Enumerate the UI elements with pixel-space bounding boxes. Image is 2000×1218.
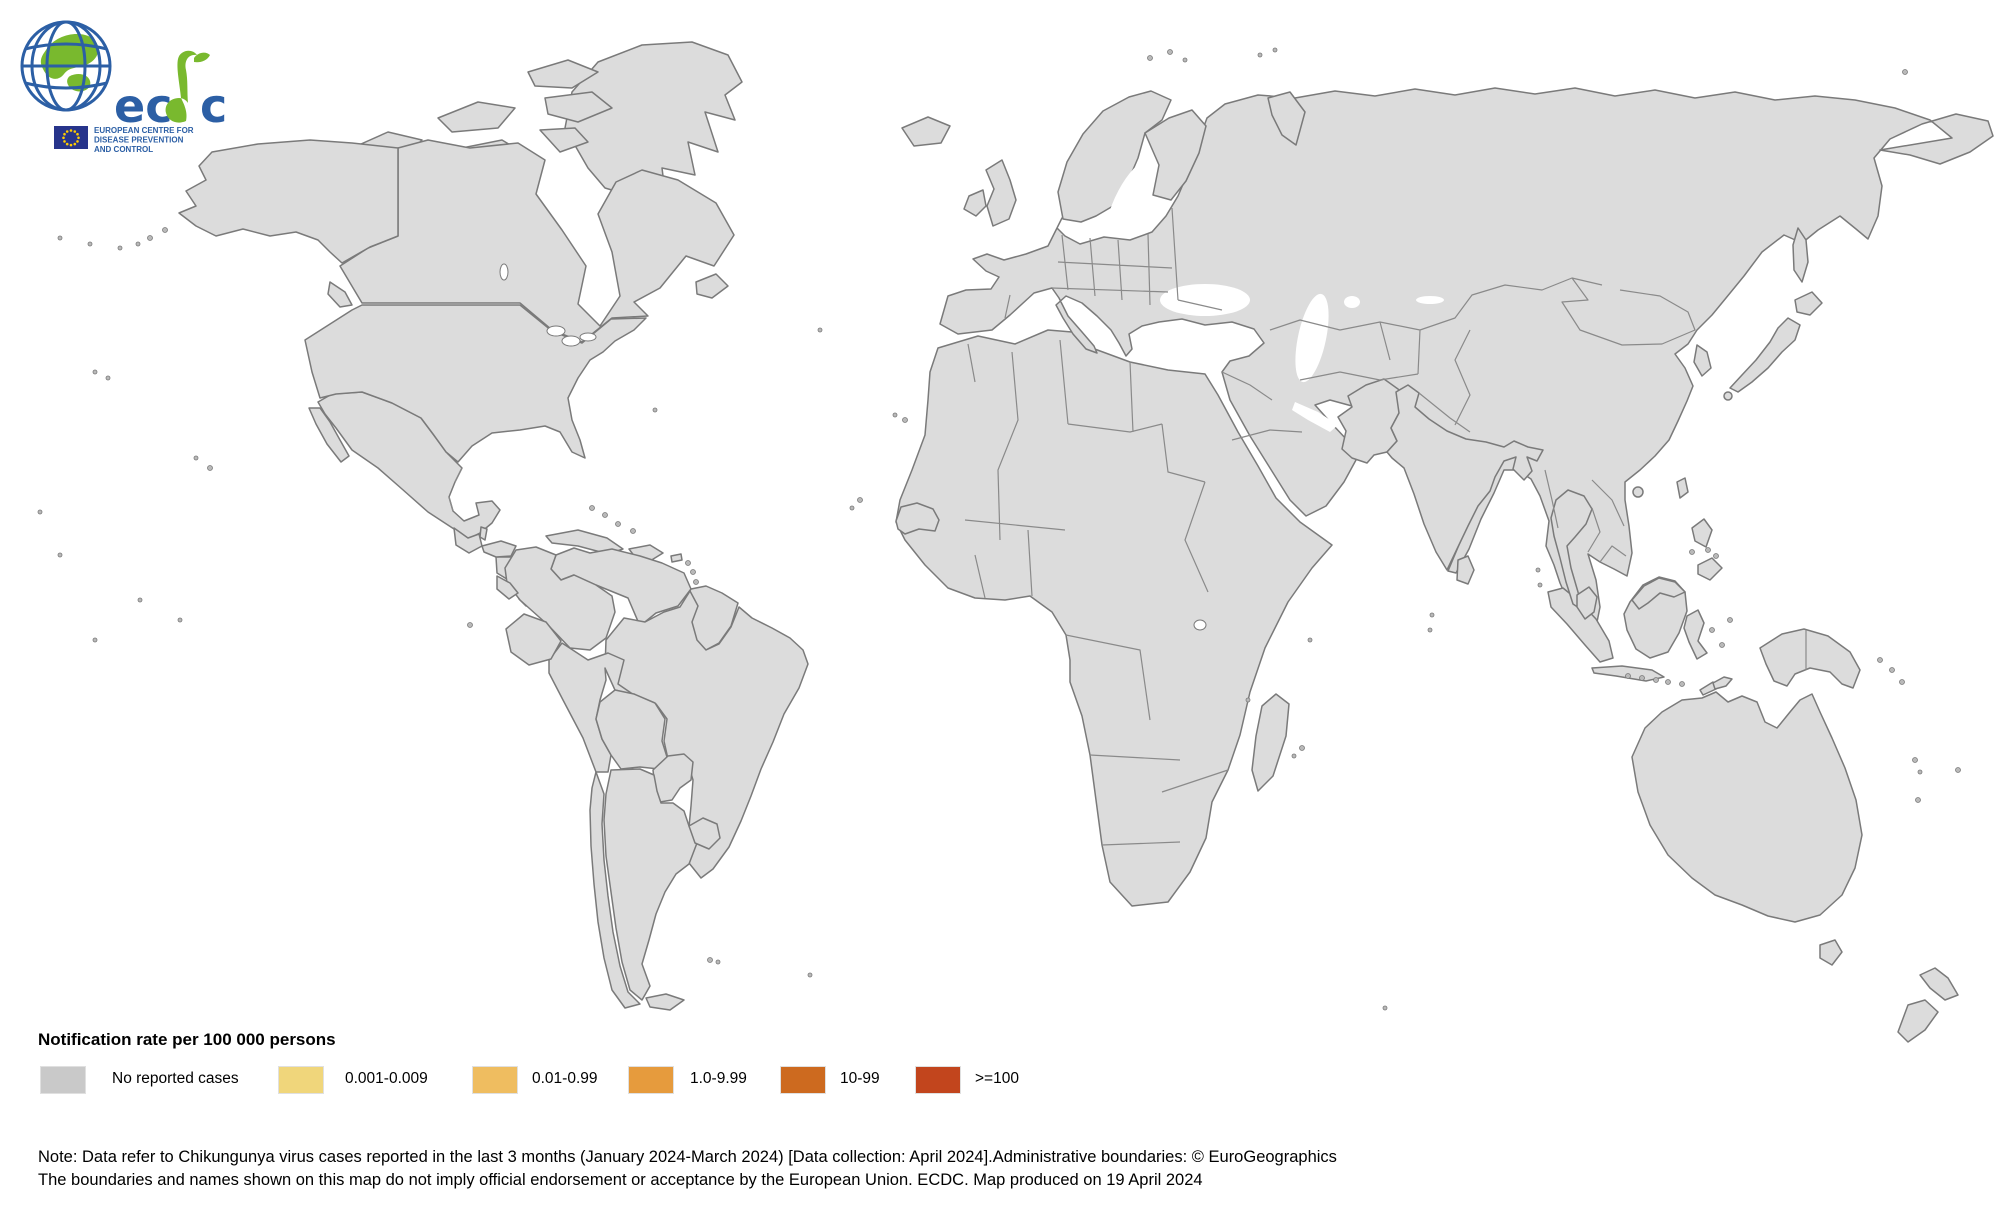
brand-letter-d-leaf xyxy=(194,52,210,63)
persian-gulf xyxy=(1292,402,1338,432)
small-islands xyxy=(37,47,1961,1011)
country-philippines-mindanao xyxy=(1697,557,1723,581)
internal-borders xyxy=(448,207,1807,846)
landmass-baja-california xyxy=(308,407,350,463)
landmass-new-guinea xyxy=(1759,628,1861,689)
base-landmasses xyxy=(37,41,1994,1043)
country-new-zealand-north xyxy=(1919,967,1959,1001)
org-line-1: EUROPEAN CENTRE FOR xyxy=(94,126,194,135)
legend-label-gte100: >=100 xyxy=(975,1070,1019,1087)
legend-label-10-999: 1.0-9.99 xyxy=(690,1070,747,1087)
landmass-canada xyxy=(339,139,735,343)
lake-victoria xyxy=(1193,619,1207,631)
org-line-2: DISEASE PREVENTION xyxy=(94,136,184,145)
seas-and-lakes xyxy=(499,162,1444,631)
great-lake-erie-ontario xyxy=(579,332,597,342)
colored-countries xyxy=(178,139,1733,1001)
legend-swatch-gte100 xyxy=(915,1066,961,1094)
great-lake-michigan-huron xyxy=(561,335,581,347)
country-colombia xyxy=(504,546,616,651)
country-madagascar xyxy=(1251,693,1290,792)
eu-flag-icon xyxy=(54,126,88,149)
landmass-scandinavia xyxy=(1057,90,1172,223)
aral-sea xyxy=(1344,296,1360,308)
country-thailand xyxy=(1550,489,1593,611)
landmass-sulawesi xyxy=(1683,609,1708,660)
country-ireland xyxy=(963,189,987,217)
org-line-3: AND CONTROL xyxy=(94,145,153,153)
ecdc-logo: ec c EUROPEAN CENTRE FOR DISEASE PREVENT… xyxy=(20,20,227,153)
brand-letters-ec: ec xyxy=(114,79,172,133)
legend-label-001-099: 0.01-0.99 xyxy=(532,1070,598,1087)
map-footnotes: Note: Data refer to Chikungunya virus ca… xyxy=(38,1146,1337,1192)
country-new-zealand-south xyxy=(1897,999,1939,1043)
country-usa-mainland xyxy=(304,304,647,463)
americas-borders xyxy=(448,467,463,512)
legend-label-no-cases: No reported cases xyxy=(112,1070,239,1087)
country-australia xyxy=(1631,691,1863,923)
landmass-newfoundland xyxy=(695,273,729,299)
landmass-eurasia xyxy=(939,87,1994,623)
legend-label-10-99: 10-99 xyxy=(840,1070,880,1087)
country-chile xyxy=(589,771,641,1009)
country-usa-alaska xyxy=(178,139,399,264)
country-india xyxy=(1386,384,1544,571)
country-philippines-luzon xyxy=(1691,518,1713,548)
landmass-africa xyxy=(895,329,1333,907)
country-senegal xyxy=(895,502,940,535)
country-bolivia xyxy=(595,689,668,770)
globe-icon xyxy=(20,20,112,112)
country-japan-hokkaido xyxy=(1794,291,1823,316)
country-south-korea xyxy=(1693,344,1712,377)
legend-swatch-no-cases xyxy=(40,1066,86,1094)
footnote-line-2: The boundaries and names shown on this m… xyxy=(38,1171,1203,1189)
legend-swatch-0001-0009 xyxy=(278,1066,324,1094)
great-lake-superior xyxy=(546,325,566,337)
legend-swatch-10-999 xyxy=(628,1066,674,1094)
country-ecuador xyxy=(505,613,562,666)
country-brazil xyxy=(604,590,809,879)
landmass-sakhalin xyxy=(1792,227,1809,283)
europe-borders xyxy=(1004,207,1179,319)
lake-winnipeg xyxy=(499,263,509,281)
landmass-finland xyxy=(1144,109,1207,201)
country-japan-kyushu xyxy=(1723,391,1733,401)
country-united-kingdom xyxy=(985,159,1017,227)
africa-borders xyxy=(964,339,1229,846)
baltic-sea xyxy=(1107,162,1149,230)
country-iceland xyxy=(901,116,951,147)
legend-swatch-001-099 xyxy=(472,1066,518,1094)
brand-letter-c2: c xyxy=(200,79,227,133)
country-costa-rica xyxy=(496,575,519,600)
lake-balkhash xyxy=(1416,296,1444,304)
asia-borders xyxy=(1177,277,1807,670)
brand-letter-d-note xyxy=(165,50,197,123)
footnote-line-1: Note: Data refer to Chikungunya virus ca… xyxy=(38,1148,1337,1166)
country-argentina xyxy=(603,768,698,1001)
country-peru xyxy=(548,642,635,773)
country-malaysia-peninsular xyxy=(1576,586,1598,620)
country-honduras xyxy=(481,540,517,558)
landmass-novaya-zemlya xyxy=(1267,91,1306,146)
black-sea xyxy=(1160,284,1250,316)
country-tasmania xyxy=(1819,939,1843,966)
caspian-sea xyxy=(1295,293,1329,383)
country-belize xyxy=(479,526,488,541)
landmass-tierra-del-fuego xyxy=(645,993,685,1011)
country-malaysia-east xyxy=(1631,577,1686,610)
country-timor-leste xyxy=(1712,676,1733,690)
legend-swatch-10-99 xyxy=(780,1066,826,1094)
landmass-hainan xyxy=(1632,486,1644,498)
country-uruguay xyxy=(688,817,721,850)
legend-title: Notification rate per 100 000 persons xyxy=(38,1030,336,1049)
country-taiwan xyxy=(1676,477,1689,499)
landmass-vancouver-island xyxy=(327,281,353,308)
country-japan-honshu xyxy=(1729,317,1801,393)
country-puerto-rico xyxy=(670,553,683,563)
legend-label-0001-0009: 0.001-0.009 xyxy=(345,1070,428,1087)
country-sri-lanka xyxy=(1456,555,1475,585)
